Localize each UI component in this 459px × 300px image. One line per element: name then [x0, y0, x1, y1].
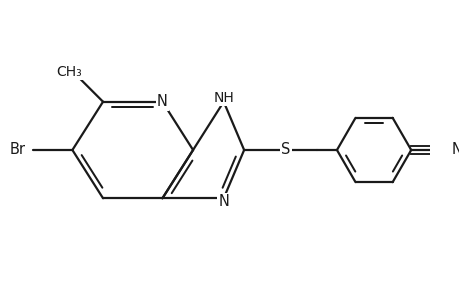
- Text: N: N: [450, 142, 459, 158]
- Text: S: S: [280, 142, 290, 158]
- Text: CH₃: CH₃: [56, 65, 82, 79]
- Text: N: N: [218, 194, 229, 209]
- Text: Br: Br: [10, 142, 26, 158]
- Text: NH: NH: [213, 91, 234, 105]
- Text: N: N: [157, 94, 168, 109]
